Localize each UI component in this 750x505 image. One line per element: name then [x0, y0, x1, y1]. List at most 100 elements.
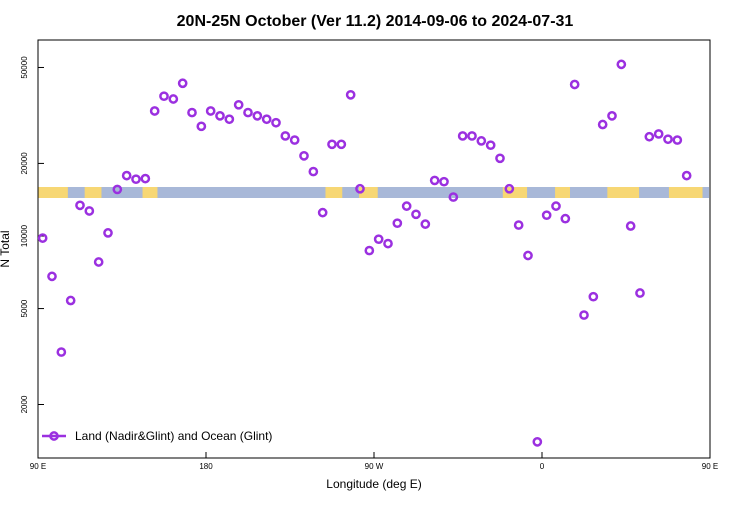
land-segment — [325, 187, 343, 198]
y-tick-label: 10000 — [20, 224, 29, 247]
data-point — [177, 78, 188, 89]
x-tick-label: 0 — [540, 462, 545, 471]
data-point — [261, 114, 272, 125]
data-point — [672, 135, 683, 145]
data-point — [233, 99, 244, 110]
data-point — [196, 121, 207, 132]
land-segment — [142, 187, 158, 198]
data-point — [187, 107, 197, 118]
data-point — [541, 210, 552, 221]
data-point — [159, 91, 169, 102]
data-point — [448, 192, 459, 202]
data-point — [504, 183, 515, 194]
data-point — [616, 59, 627, 70]
data-point — [93, 257, 104, 267]
y-tick-label: 2000 — [20, 395, 29, 413]
data-point — [364, 245, 375, 256]
data-point — [140, 173, 151, 184]
land-segment — [38, 187, 68, 198]
data-point — [551, 201, 561, 211]
data-point — [280, 131, 291, 141]
plot-frame — [37, 39, 711, 459]
data-point — [597, 119, 608, 130]
data-point — [205, 106, 216, 116]
data-point — [420, 219, 431, 229]
data-point — [513, 220, 524, 230]
land-segment — [359, 187, 378, 198]
data-point — [252, 111, 263, 121]
data-point — [355, 183, 365, 194]
data-point — [215, 111, 225, 121]
data-point — [560, 213, 571, 224]
land-ocean-band — [38, 187, 709, 198]
data-point — [411, 209, 421, 220]
land-segment — [668, 187, 703, 198]
data-point — [149, 106, 160, 116]
data-point — [625, 221, 636, 231]
data-point — [131, 174, 141, 185]
data-point — [579, 310, 589, 320]
chart-title: 20N-25N October (Ver 11.2) 2014-09-06 to… — [177, 13, 574, 30]
x-tick-label: 180 — [199, 462, 213, 471]
data-point — [569, 79, 580, 90]
data-point — [56, 347, 67, 357]
data-point — [75, 200, 85, 211]
legend: Land (Nadir&Glint) and Ocean (Glint) — [42, 429, 272, 443]
y-tick-label: 5000 — [20, 299, 29, 317]
data-point — [345, 89, 356, 100]
data-point — [429, 175, 440, 186]
x-axis-label: Longitude (deg E) — [326, 477, 421, 491]
data-point — [327, 139, 337, 150]
data-point — [84, 206, 95, 216]
data-point — [485, 140, 496, 151]
data-point — [37, 233, 48, 243]
data-point — [308, 166, 319, 177]
data-point — [495, 153, 505, 164]
legend-entry-label: Land (Nadir&Glint) and Ocean (Glint) — [75, 429, 272, 443]
data-points — [37, 59, 692, 447]
data-point — [532, 437, 543, 447]
x-axis: 90 E 180 90 W 0 90 E — [30, 452, 718, 471]
data-point — [271, 117, 281, 128]
data-point — [65, 295, 76, 306]
data-point — [635, 288, 645, 298]
land-segment — [84, 187, 102, 198]
data-point — [47, 271, 57, 282]
data-point — [644, 131, 655, 142]
data-point — [439, 176, 449, 187]
data-point — [383, 238, 393, 249]
data-point — [588, 291, 599, 302]
x-tick-label: 90 E — [30, 462, 46, 471]
data-point — [476, 136, 487, 146]
data-point — [457, 131, 468, 141]
data-point — [121, 170, 132, 181]
data-point — [653, 129, 664, 139]
data-point — [663, 134, 673, 145]
land-segment — [502, 187, 528, 198]
y-tick-label: 20000 — [20, 152, 29, 175]
data-point — [243, 107, 253, 118]
y-axis-label: N Total — [0, 230, 12, 267]
data-point — [607, 111, 617, 121]
data-point — [103, 228, 113, 238]
data-point — [392, 218, 403, 229]
data-point — [373, 234, 384, 245]
land-segment — [607, 187, 640, 198]
data-point — [289, 135, 300, 145]
data-point — [467, 131, 477, 141]
x-tick-label: 90 W — [365, 462, 384, 471]
data-point — [168, 94, 179, 104]
data-point — [523, 250, 533, 261]
legend-marker — [49, 431, 59, 441]
data-point — [112, 184, 123, 195]
x-tick-label: 90 E — [702, 462, 718, 471]
data-point — [401, 201, 412, 211]
data-point — [317, 207, 328, 218]
y-tick-label: 50000 — [20, 56, 29, 79]
data-point — [224, 114, 235, 125]
data-point — [336, 139, 347, 150]
land-segment — [555, 187, 570, 198]
data-point — [299, 150, 309, 161]
